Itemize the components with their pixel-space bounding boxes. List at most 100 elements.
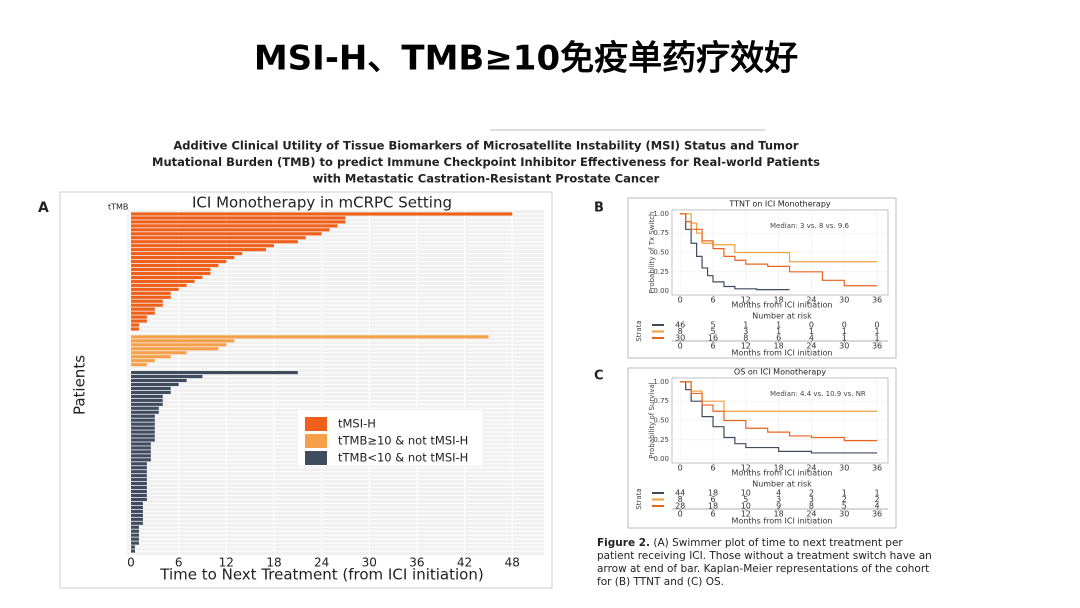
bar <box>131 434 155 438</box>
bar <box>131 549 135 553</box>
bar <box>131 422 155 426</box>
risk-count: 0 <box>875 321 880 330</box>
panel-letter: B <box>594 201 604 216</box>
x-tick-label: 0 <box>678 296 683 305</box>
bar <box>131 303 163 307</box>
risk-count: 1 <box>842 327 847 336</box>
x-axis-label: Time to Next Treatment (from ICI initiat… <box>159 566 483 584</box>
risk-count: 5 <box>743 495 748 504</box>
bar <box>131 513 143 517</box>
bar <box>131 489 147 494</box>
risk-count: 10 <box>741 489 751 498</box>
risk-count: 30 <box>675 334 685 343</box>
risk-tick-label: 6 <box>710 342 715 351</box>
bar <box>131 311 155 315</box>
bar <box>131 228 330 232</box>
paper-title: Additive Clinical Utility of Tissue Biom… <box>173 139 798 153</box>
bar <box>131 335 489 339</box>
legend-swatch <box>305 434 327 448</box>
bar <box>131 446 151 450</box>
risk-count: 1 <box>842 334 847 343</box>
bar <box>131 378 187 383</box>
legend-label: tTMB<10 & not tMSI-H <box>338 451 468 465</box>
risk-tick-label: 6 <box>710 510 715 519</box>
risk-tick-label: 18 <box>774 510 784 519</box>
y-axis-label: Patients <box>71 355 89 415</box>
risk-count: 10 <box>741 502 751 511</box>
risk-count: 2 <box>842 495 847 504</box>
y-tick-label: 1.00 <box>653 378 669 386</box>
y-tick-label: 0.25 <box>653 436 669 444</box>
bar <box>131 458 151 462</box>
risk-label: Strata <box>635 488 643 509</box>
bar <box>131 248 267 252</box>
bar <box>131 529 139 533</box>
risk-tick-label: 24 <box>806 342 816 351</box>
risk-count: 2 <box>875 495 880 504</box>
bar <box>131 291 171 295</box>
legend-swatch <box>305 451 327 465</box>
bar <box>131 283 187 287</box>
risk-count: 1 <box>776 321 781 330</box>
legend-swatch <box>305 417 327 431</box>
x-tick-label: 42 <box>457 556 472 570</box>
bar <box>131 509 143 513</box>
risk-count: 1 <box>875 334 880 343</box>
risk-tick-label: 12 <box>741 342 751 351</box>
caption-text: patient receiving ICI. Those without a t… <box>597 550 932 562</box>
bar <box>131 259 227 264</box>
risk-tick-label: 12 <box>741 510 751 519</box>
bar <box>131 244 274 248</box>
risk-count: 5 <box>842 502 847 511</box>
bar <box>131 497 147 502</box>
risk-count: 4 <box>875 502 880 511</box>
risk-count: 1 <box>809 327 814 336</box>
x-tick-label: 0 <box>678 464 683 473</box>
bar <box>131 359 155 363</box>
risk-tick-label: 30 <box>839 510 849 519</box>
paper-title: Mutational Burden (TMB) to predict Immun… <box>152 155 820 169</box>
bar <box>131 466 147 470</box>
risk-count: 1 <box>875 327 880 336</box>
y-header: tTMB <box>108 203 128 212</box>
panel-letter: C <box>594 369 604 384</box>
panel-letter: A <box>38 200 49 216</box>
y-tick-label: 1.00 <box>653 210 669 218</box>
y-tick-label: 0.75 <box>653 229 669 237</box>
risk-count: 44 <box>675 489 685 498</box>
y-tick-label: 0.00 <box>653 455 669 463</box>
x-tick-label: 24 <box>806 464 816 473</box>
bar <box>131 394 163 398</box>
bar <box>131 505 143 509</box>
bar <box>131 279 195 283</box>
bar <box>131 442 151 446</box>
bar <box>131 287 179 291</box>
x-tick-label: 0 <box>127 556 135 570</box>
bar <box>131 252 243 256</box>
bar <box>131 482 147 486</box>
chart-title: OS on ICI Monotherapy <box>734 368 826 377</box>
slide-title: MSI-H、TMB≥10免疫单药疗效好 <box>254 39 798 79</box>
caption-label: Figure 2. <box>597 537 650 549</box>
risk-count: 0 <box>842 321 847 330</box>
risk-count: 18 <box>708 502 718 511</box>
bar <box>131 470 147 474</box>
bar <box>131 525 139 529</box>
bar <box>131 240 298 244</box>
bar <box>131 319 147 323</box>
x-tick-label: 36 <box>872 296 882 305</box>
caption-text: arrow at end of bar. Kaplan-Meier repres… <box>597 563 929 575</box>
bar <box>131 485 147 490</box>
x-axis-label: Months from ICI initiation <box>732 469 833 478</box>
bar <box>131 315 147 319</box>
chart-title: TTNT on ICI Monotherapy <box>728 200 831 209</box>
risk-count: 8 <box>743 334 748 343</box>
risk-count: 2 <box>809 489 814 498</box>
annotation: Median: 3 vs. 8 vs. 9.6 <box>770 222 850 230</box>
risk-tick-label: 0 <box>678 510 683 519</box>
bar <box>131 406 159 410</box>
x-tick-label: 30 <box>362 556 377 570</box>
plot-background <box>127 210 544 555</box>
bar <box>131 390 171 394</box>
